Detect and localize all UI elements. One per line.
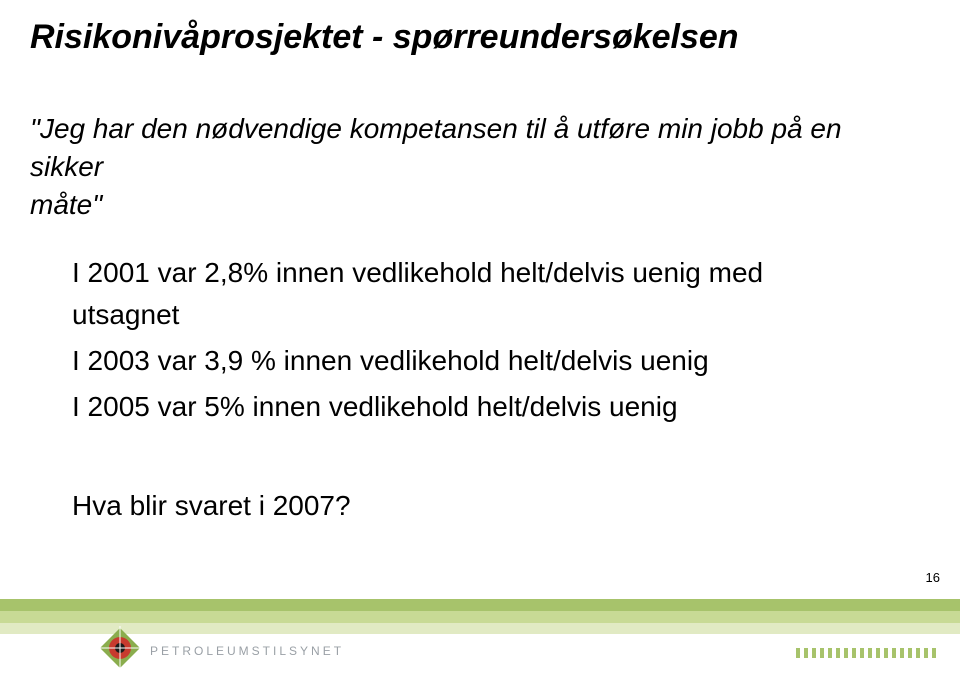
footer-tick [804, 648, 808, 658]
footer-logo-text: PETROLEUMSTILSYNET [150, 644, 344, 658]
footer-tick [932, 648, 936, 658]
footer-tick [844, 648, 848, 658]
page-number: 16 [926, 570, 940, 585]
ptil-logo-icon [98, 626, 142, 670]
footer-tick [820, 648, 824, 658]
quote-block: "Jeg har den nødvendige kompetansen til … [30, 110, 850, 223]
footer-ticks [796, 648, 936, 658]
footer-bar-2 [0, 611, 960, 623]
footer-tick [836, 648, 840, 658]
footer-tick [828, 648, 832, 658]
footer-tick [860, 648, 864, 658]
line-2005: I 2005 var 5% innen vedlikehold helt/del… [72, 386, 852, 428]
footer-tick [876, 648, 880, 658]
footer-tick [852, 648, 856, 658]
footer-bar-3 [0, 623, 960, 634]
line-2003: I 2003 var 3,9 % innen vedlikehold helt/… [72, 340, 852, 382]
footer: PETROLEUMSTILSYNET [0, 599, 960, 673]
footer-logo-row: PETROLEUMSTILSYNET [0, 634, 960, 673]
footer-tick [916, 648, 920, 658]
footer-tick [868, 648, 872, 658]
footer-bar-1 [0, 599, 960, 611]
footer-tick [892, 648, 896, 658]
body-text: I 2001 var 2,8% innen vedlikehold helt/d… [72, 252, 852, 432]
slide-title: Risikonivåprosjektet - spørreundersøkels… [30, 18, 739, 57]
footer-tick [908, 648, 912, 658]
footer-tick [924, 648, 928, 658]
footer-tick [900, 648, 904, 658]
footer-tick [812, 648, 816, 658]
footer-tick [884, 648, 888, 658]
quote-line-1: "Jeg har den nødvendige kompetansen til … [30, 110, 850, 186]
quote-line-2: måte" [30, 186, 850, 224]
question-2007: Hva blir svaret i 2007? [72, 490, 351, 522]
slide: Risikonivåprosjektet - spørreundersøkels… [0, 0, 960, 673]
line-2001: I 2001 var 2,8% innen vedlikehold helt/d… [72, 252, 852, 336]
footer-tick [796, 648, 800, 658]
